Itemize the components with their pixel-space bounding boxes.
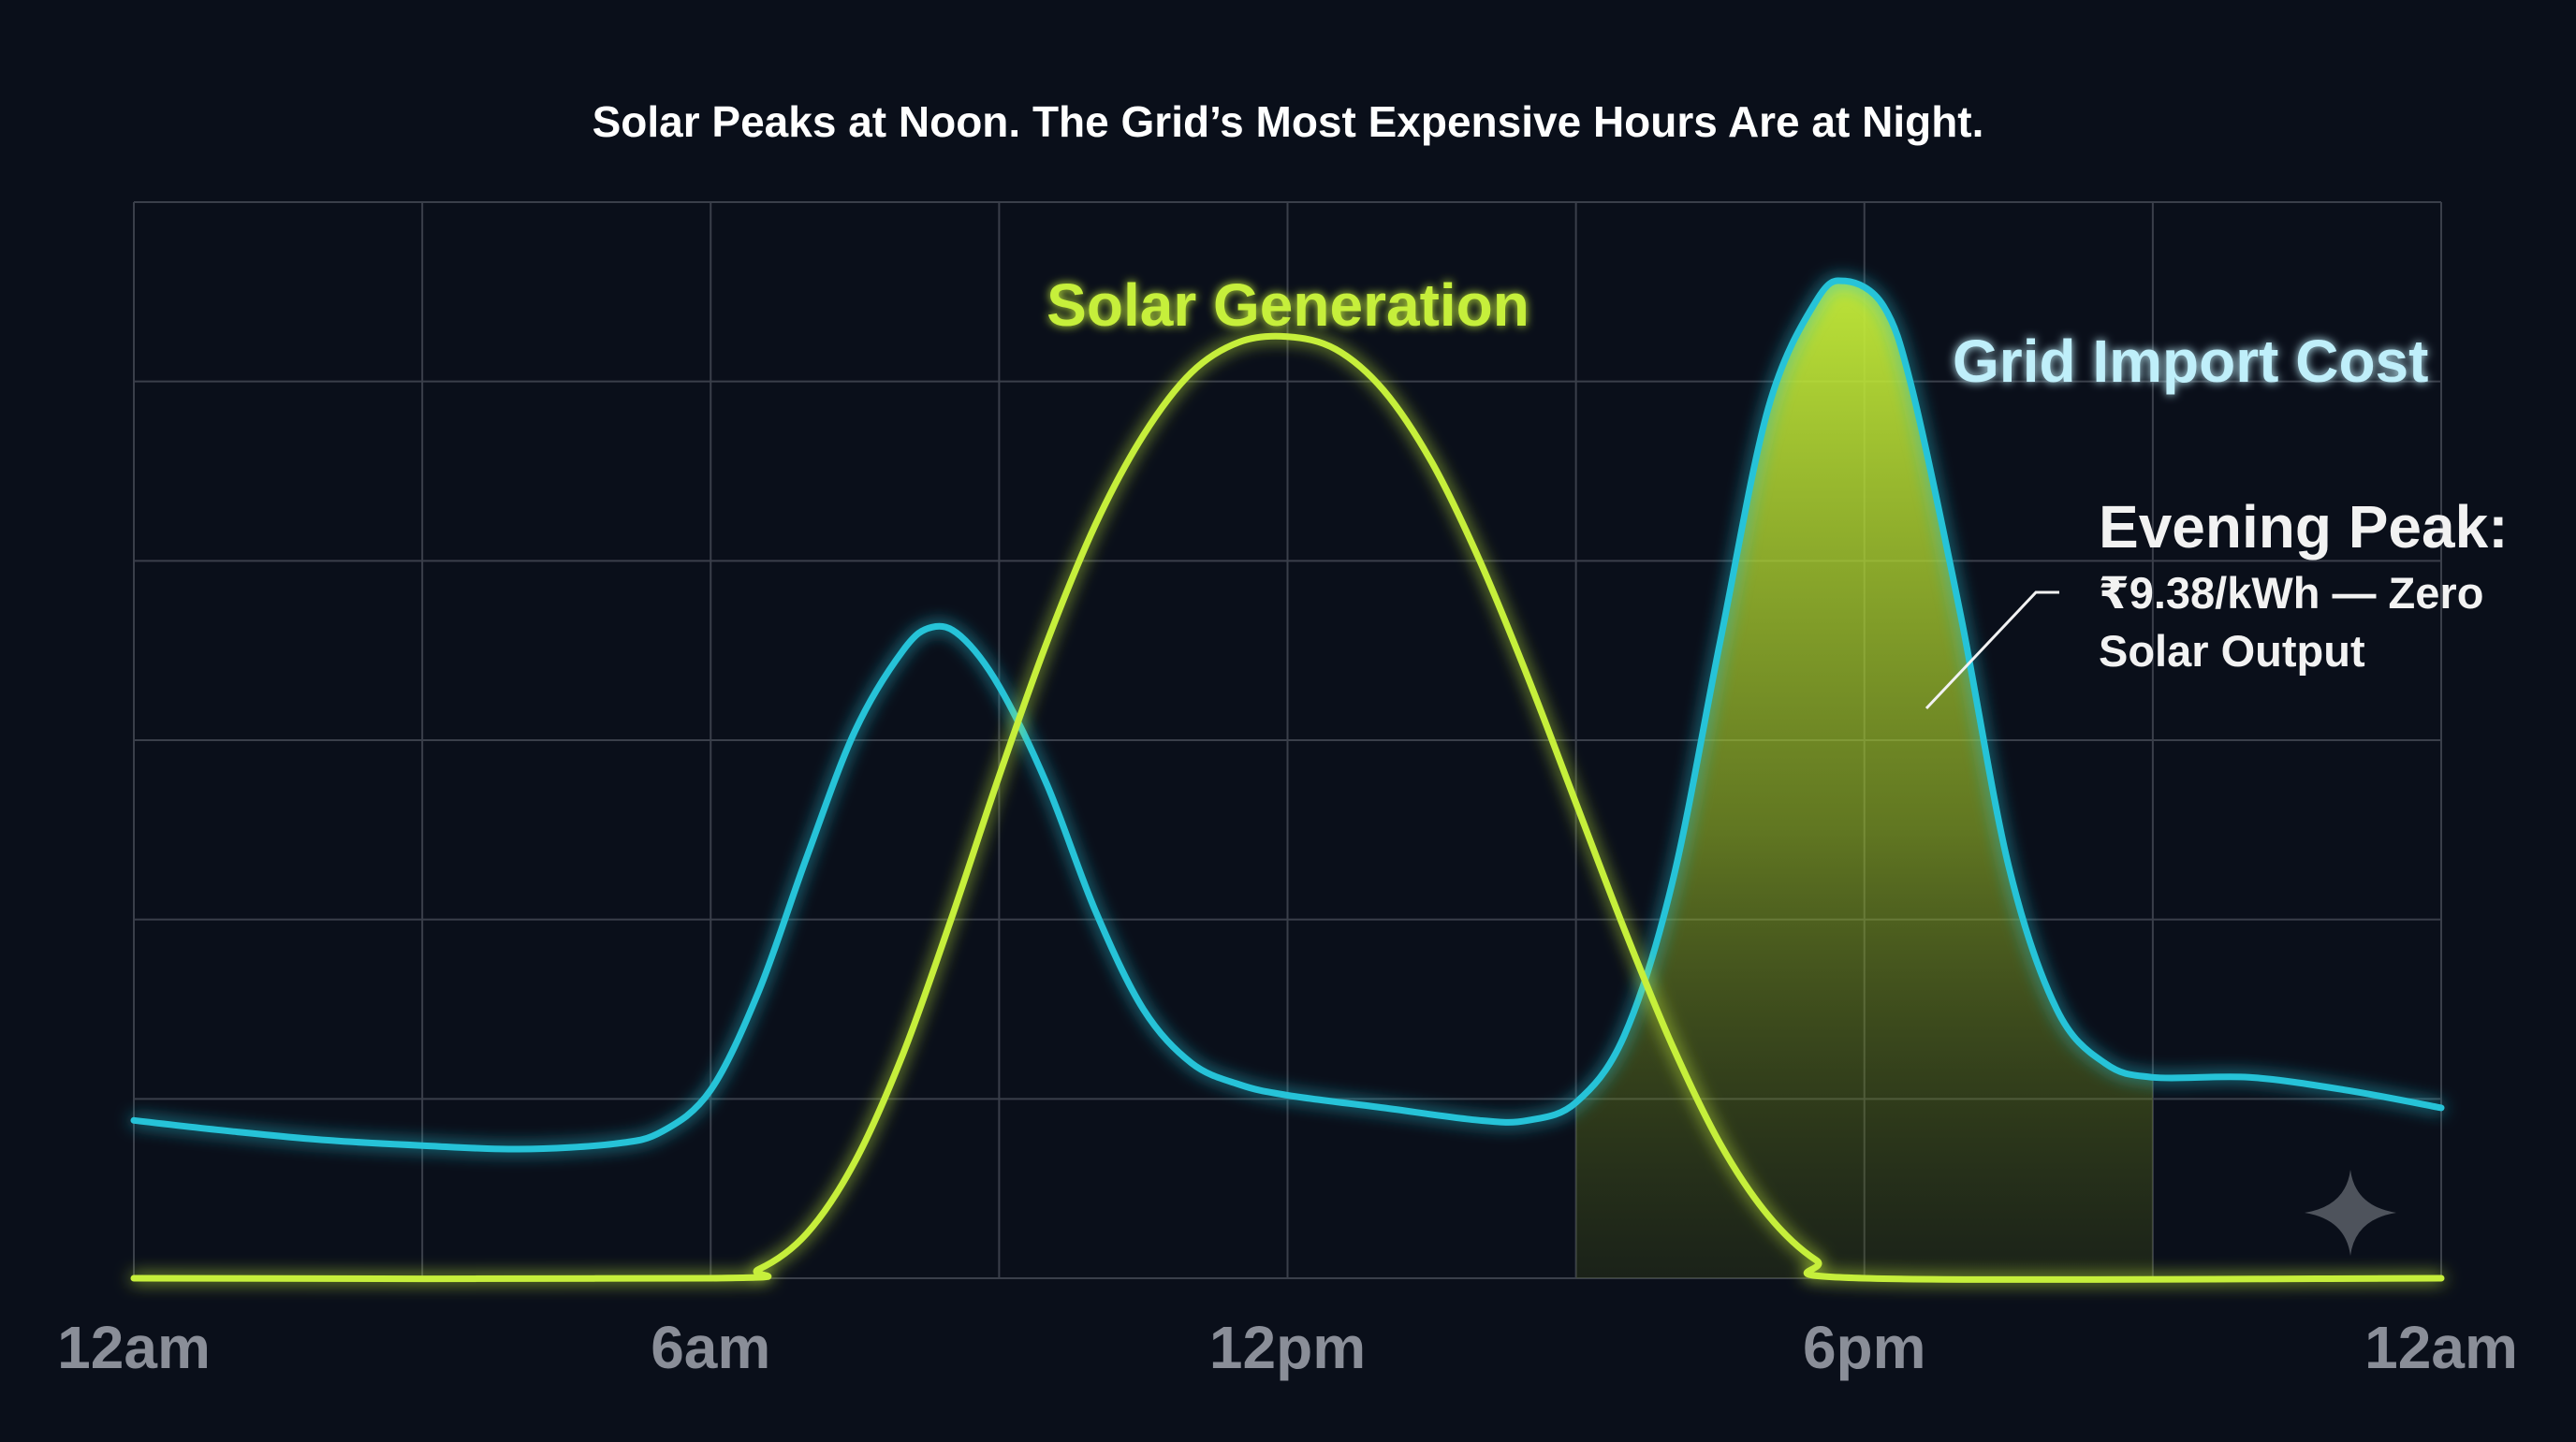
- evening-peak-line-2: Solar Output: [2099, 626, 2365, 676]
- x-tick-label: 12am: [57, 1314, 211, 1381]
- x-tick-label: 6am: [651, 1314, 770, 1381]
- grid-import-cost-label: Grid Import Cost: [1953, 328, 2428, 395]
- series-lines: [130, 277, 2445, 1283]
- annotation-leader-line: [1925, 590, 2059, 710]
- chart-title: Solar Peaks at Noon. The Grid’s Most Exp…: [593, 97, 1984, 146]
- x-tick-label: 12pm: [1209, 1314, 1366, 1381]
- solar-generation-label: Solar Generation: [1046, 271, 1530, 339]
- x-tick-label: 6pm: [1803, 1314, 1926, 1381]
- series-line-grid-import-cost: [130, 277, 2445, 1153]
- x-tick-labels: 12am 6am 12pm 6pm 12am: [57, 1314, 2518, 1381]
- evening-peak-line-1: ₹9.38/kWh — Zero: [2099, 568, 2483, 618]
- shaded-area: [1575, 281, 2153, 1278]
- sparkle-icon: [2305, 1170, 2396, 1256]
- x-tick-label: 12am: [2364, 1314, 2518, 1381]
- evening-peak-title: Evening Peak:: [2099, 493, 2509, 561]
- series-line-solar-generation: [130, 332, 2445, 1283]
- evening-peak-shading: [1575, 281, 2153, 1278]
